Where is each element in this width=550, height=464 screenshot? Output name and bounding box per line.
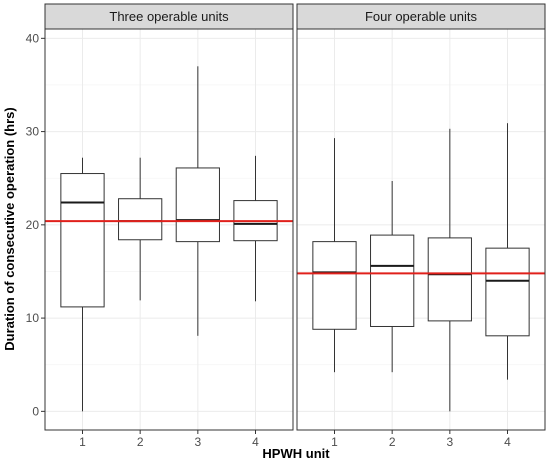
box-3 [427, 128, 472, 412]
x-tick-label: 3 [446, 435, 453, 449]
box-iqr [370, 234, 415, 327]
panel-border [44, 28, 294, 431]
panel-strip [44, 3, 294, 30]
panel-background [297, 29, 545, 430]
y-tick-label: 30 [26, 125, 40, 139]
box-2 [118, 157, 163, 301]
x-tick-label: 1 [331, 435, 338, 449]
x-tick-label: 2 [137, 435, 144, 449]
box-iqr [118, 198, 163, 241]
x-tick-label: 3 [194, 435, 201, 449]
box-iqr [60, 173, 105, 308]
box-1 [60, 157, 105, 412]
box-3 [175, 66, 220, 336]
y-tick-label: 40 [26, 31, 40, 45]
chart-panels: Three operable units Four operable units [44, 3, 546, 431]
box-iqr [485, 247, 530, 337]
box-iqr [312, 241, 357, 330]
panel-title: Four operable units [365, 9, 478, 24]
y-axis: 0 10 20 30 40 [26, 31, 45, 418]
box-iqr [427, 237, 472, 322]
panel-border [296, 28, 546, 431]
y-tick-label: 0 [32, 404, 39, 418]
panel-title: Three operable units [109, 9, 229, 24]
box-2 [370, 181, 415, 373]
panel-2: Four operable units [296, 3, 546, 431]
panel-1: Three operable units [44, 3, 294, 431]
x-tick-label: 2 [389, 435, 396, 449]
x-tick-label: 4 [252, 435, 259, 449]
x-axis: 1 2 3 4 1 2 3 4 [79, 430, 511, 449]
y-axis-title: Duration of consecutive operation (hrs) [2, 107, 17, 350]
x-axis-title: HPWH unit [262, 446, 330, 461]
x-tick-label: 4 [504, 435, 511, 449]
y-tick-label: 10 [26, 311, 40, 325]
x-tick-label: 1 [79, 435, 86, 449]
box-1 [312, 138, 357, 373]
box-4 [485, 123, 530, 380]
box-iqr [175, 167, 220, 243]
y-tick-label: 20 [26, 218, 40, 232]
